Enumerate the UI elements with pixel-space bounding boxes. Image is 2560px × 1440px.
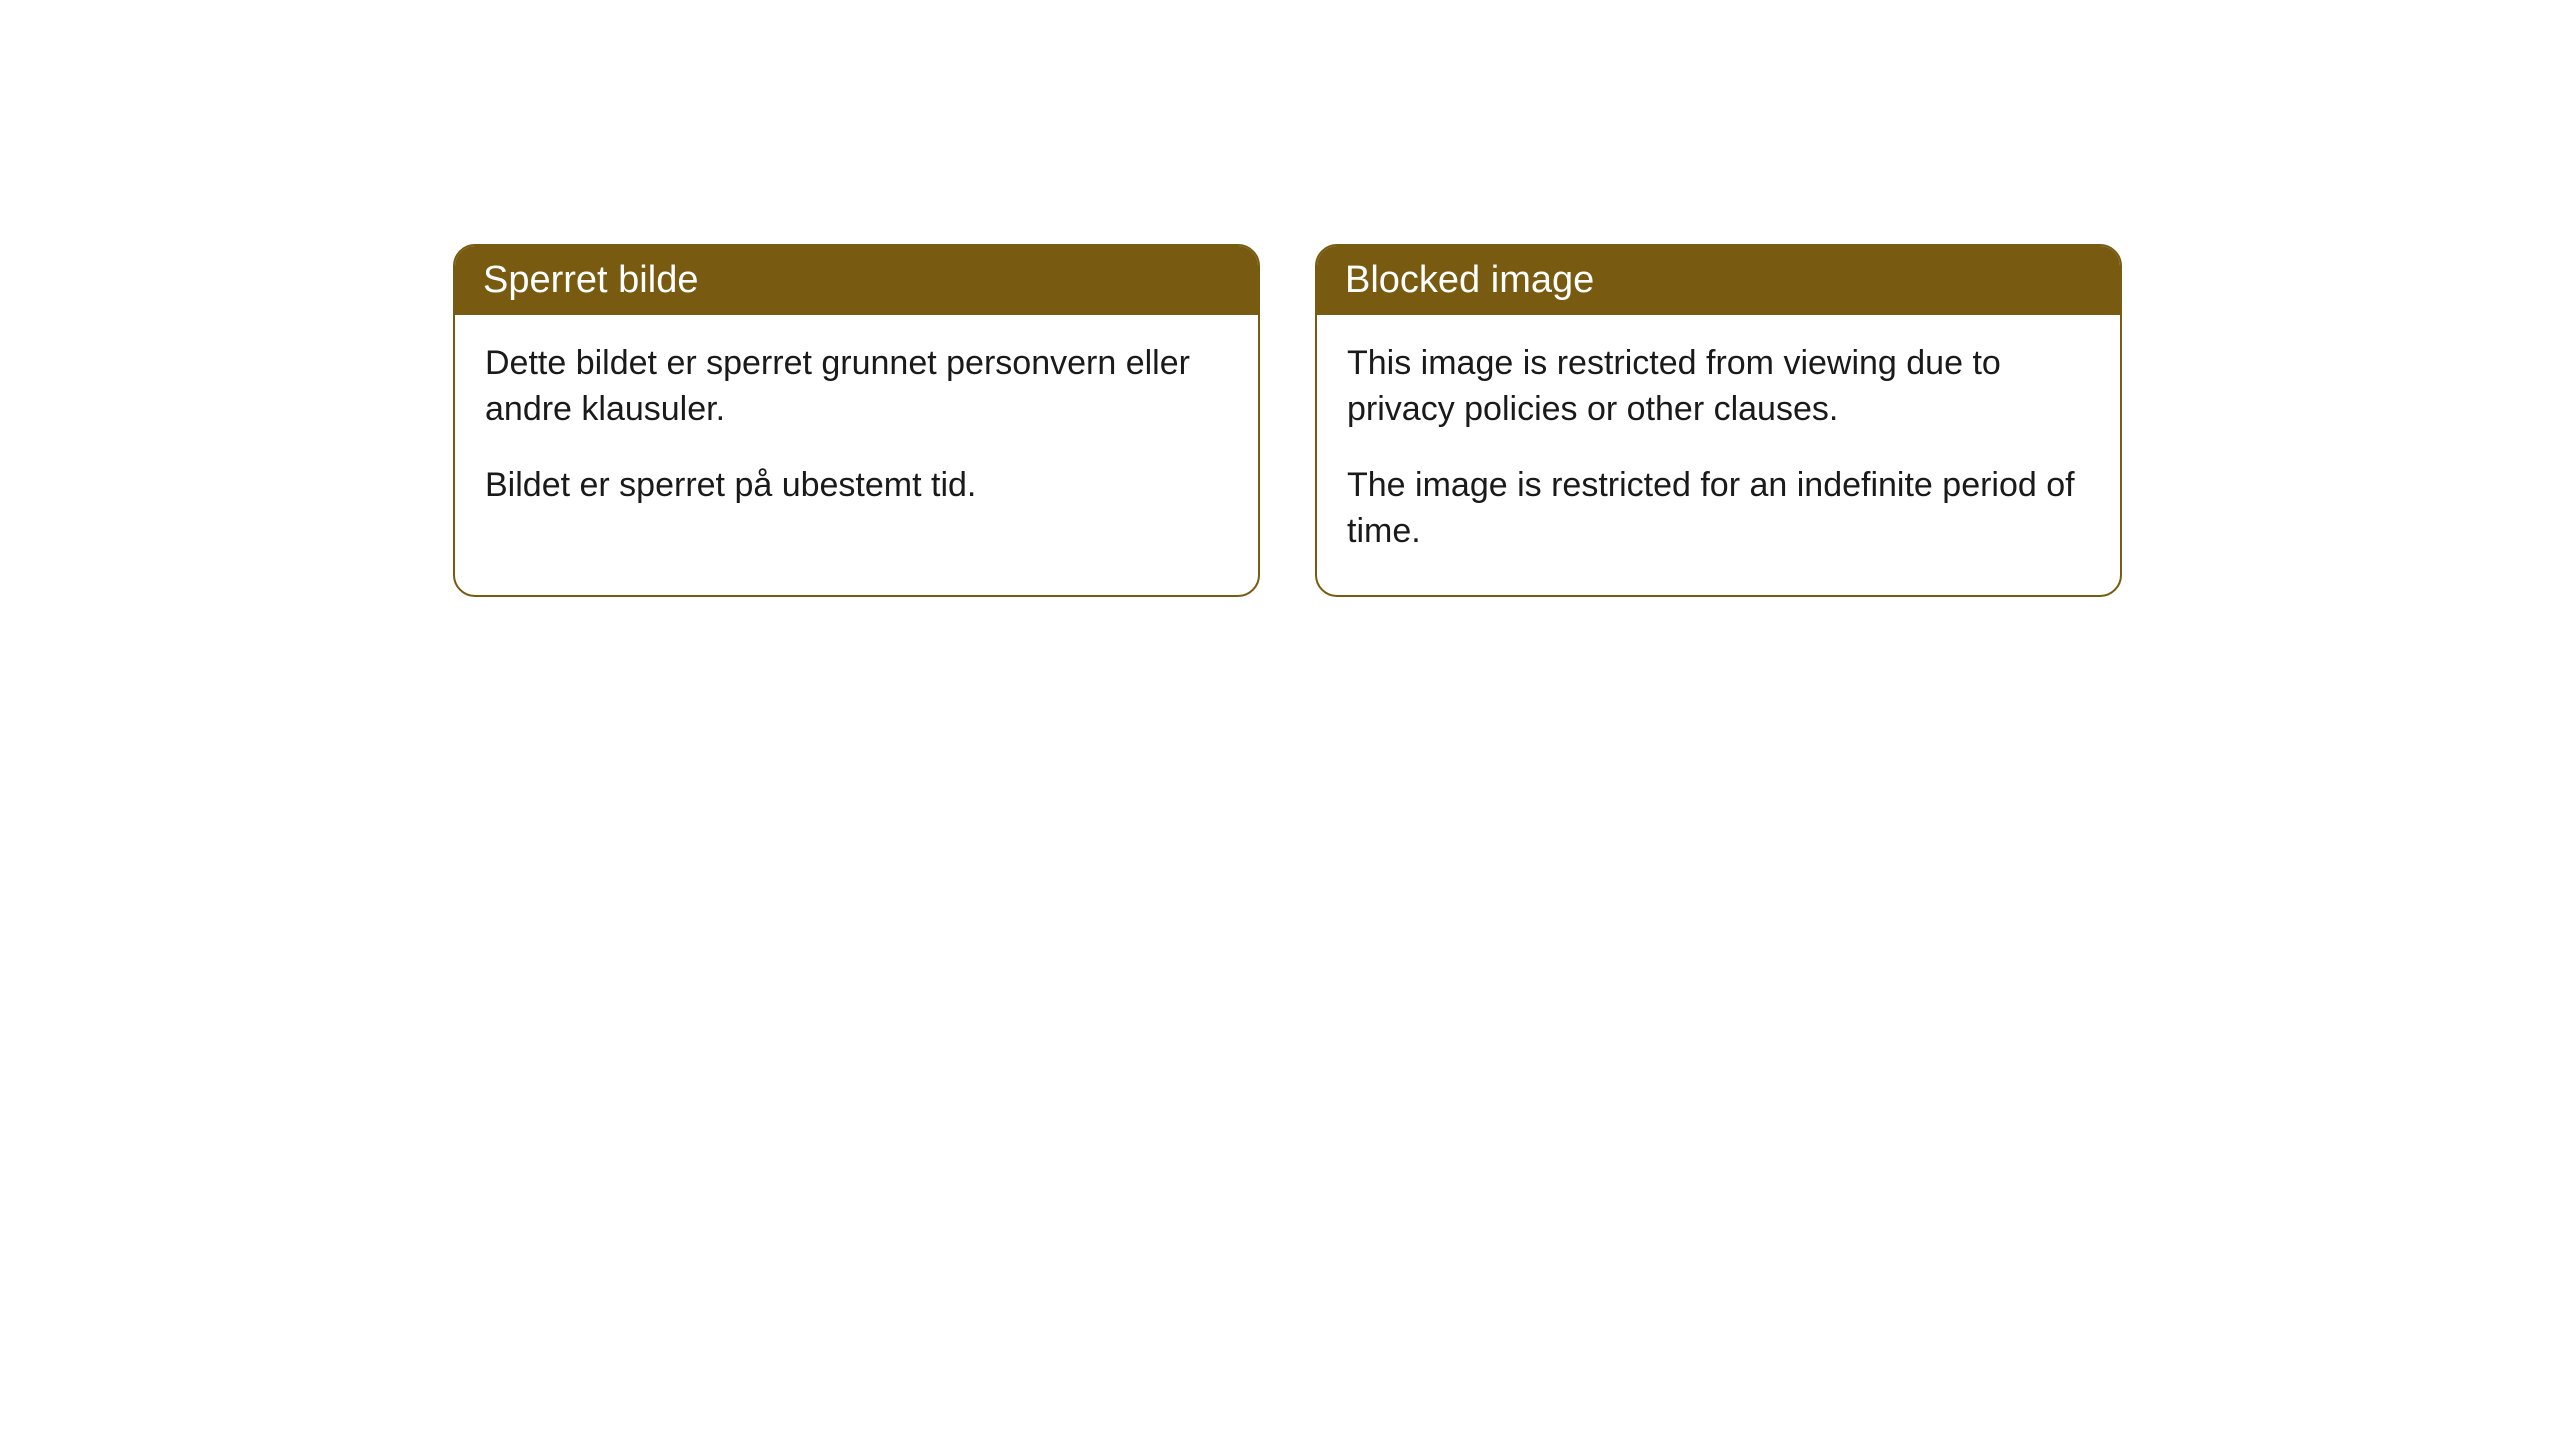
card-title: Sperret bilde xyxy=(483,259,698,301)
card-header-english: Blocked image xyxy=(1317,246,2120,315)
notice-card-norwegian: Sperret bilde Dette bildet er sperret gr… xyxy=(453,244,1260,597)
card-paragraph: The image is restricted for an indefinit… xyxy=(1347,463,2090,555)
card-paragraph: Dette bildet er sperret grunnet personve… xyxy=(485,341,1228,433)
card-paragraph: This image is restricted from viewing du… xyxy=(1347,341,2090,433)
card-body-english: This image is restricted from viewing du… xyxy=(1317,315,2120,595)
card-header-norwegian: Sperret bilde xyxy=(455,246,1258,315)
card-body-norwegian: Dette bildet er sperret grunnet personve… xyxy=(455,315,1258,549)
card-title: Blocked image xyxy=(1345,259,1594,301)
card-paragraph: Bildet er sperret på ubestemt tid. xyxy=(485,463,1228,509)
notice-card-english: Blocked image This image is restricted f… xyxy=(1315,244,2122,597)
notice-cards-container: Sperret bilde Dette bildet er sperret gr… xyxy=(453,244,2560,597)
